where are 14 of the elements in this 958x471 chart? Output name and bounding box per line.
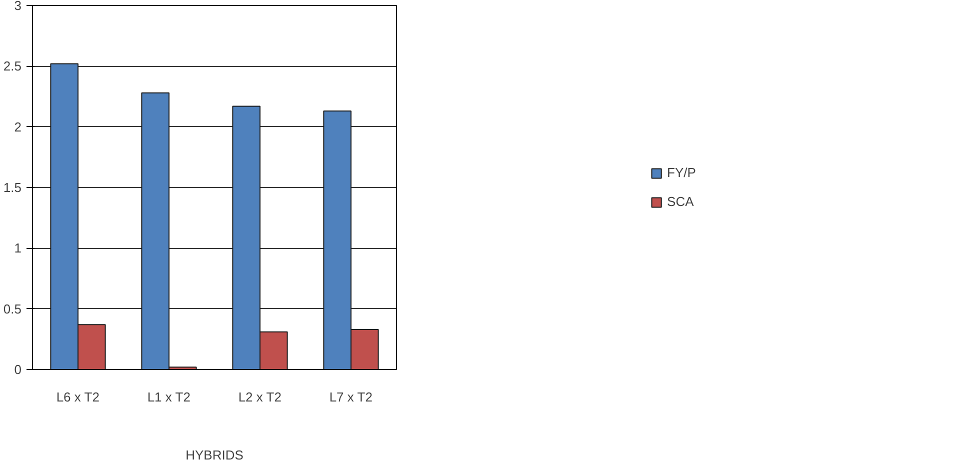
x-tick-label: L2 x T2 bbox=[238, 390, 282, 404]
y-tick-label: 0.5 bbox=[3, 301, 22, 316]
legend-label: SCA bbox=[667, 194, 694, 209]
y-tick-label: 3 bbox=[14, 0, 22, 13]
legend-label: FY/P bbox=[667, 165, 696, 180]
x-axis-title: HYBRIDS bbox=[186, 448, 244, 462]
y-tick-label: 1 bbox=[14, 240, 22, 256]
y-tick-label: 2 bbox=[14, 119, 22, 134]
y-tick-label: 0 bbox=[14, 362, 22, 377]
x-tick-label: L1 x T2 bbox=[147, 390, 190, 404]
x-tick-label: L7 x T2 bbox=[329, 390, 372, 404]
y-tick-label: 2.5 bbox=[3, 58, 22, 74]
x-tick-label: L6 x T2 bbox=[56, 390, 100, 404]
y-tick-label: 1.5 bbox=[3, 180, 22, 195]
